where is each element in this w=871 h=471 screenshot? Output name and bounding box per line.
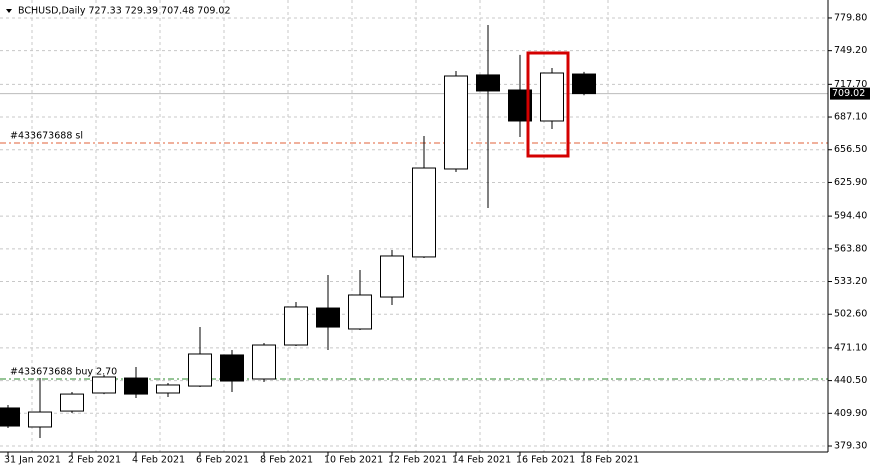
y-tick-label: 687.10 (834, 112, 867, 123)
current-price-label: 709.02 (832, 88, 865, 99)
candle-body (252, 344, 276, 380)
candle-body (444, 75, 468, 170)
candle-body (540, 72, 564, 122)
y-tick-label: 717.70 (834, 79, 867, 90)
current-price-box (830, 87, 870, 100)
x-tick-label: 14 Feb 2021 (452, 455, 511, 466)
x-tick-label: 16 Feb 2021 (516, 455, 575, 466)
x-tick-label: 6 Feb 2021 (196, 455, 249, 466)
candle-body (60, 393, 84, 412)
candle-body (348, 294, 372, 330)
chart-title: BCHUSD,Daily 727.33 729.39 707.48 709.02 (18, 6, 231, 17)
candle-body (220, 354, 244, 382)
y-tick-label: 594.40 (834, 211, 867, 222)
y-tick-label: 471.10 (834, 342, 867, 353)
candle-body (572, 73, 596, 95)
y-tick-label: 502.60 (834, 309, 867, 320)
candle-body (380, 255, 404, 298)
candle-body (28, 411, 52, 428)
y-tick-label: 409.90 (834, 408, 867, 419)
y-tick-label: 625.90 (834, 177, 867, 188)
candle-body (284, 306, 308, 346)
candle-body (156, 384, 180, 394)
x-tick-label: 8 Feb 2021 (260, 455, 313, 466)
candle-body (316, 307, 340, 328)
candle-body (412, 167, 436, 258)
y-tick-label: 440.50 (834, 375, 867, 386)
candle-body (124, 377, 148, 395)
candle-body (0, 407, 20, 427)
highlight-box (526, 51, 570, 158)
x-tick-label: 31 Jan 2021 (4, 455, 61, 466)
x-tick-label: 10 Feb 2021 (324, 455, 383, 466)
y-tick-label: 533.20 (834, 276, 867, 287)
y-tick-label: 379.30 (834, 441, 867, 452)
x-tick-label: 2 Feb 2021 (68, 455, 121, 466)
candle-body (508, 89, 532, 122)
x-tick-label: 4 Feb 2021 (132, 455, 185, 466)
y-tick-label: 779.80 (834, 12, 867, 23)
x-tick-label: 18 Feb 2021 (580, 455, 639, 466)
menu-arrow[interactable] (6, 9, 12, 13)
plot-area: #433673688 sl #433673688 buy 2.70 (0, 0, 828, 452)
order-level-label: #433673688 buy 2.70 (10, 367, 117, 378)
candle-body (188, 353, 212, 387)
order-level-label: #433673688 sl (10, 131, 83, 142)
y-tick-label: 563.80 (834, 243, 867, 254)
candle-body (476, 74, 500, 92)
y-tick-label: 749.20 (834, 45, 867, 56)
candle-body (92, 376, 116, 394)
y-tick-label: 656.50 (834, 144, 867, 155)
x-tick-label: 12 Feb 2021 (388, 455, 447, 466)
